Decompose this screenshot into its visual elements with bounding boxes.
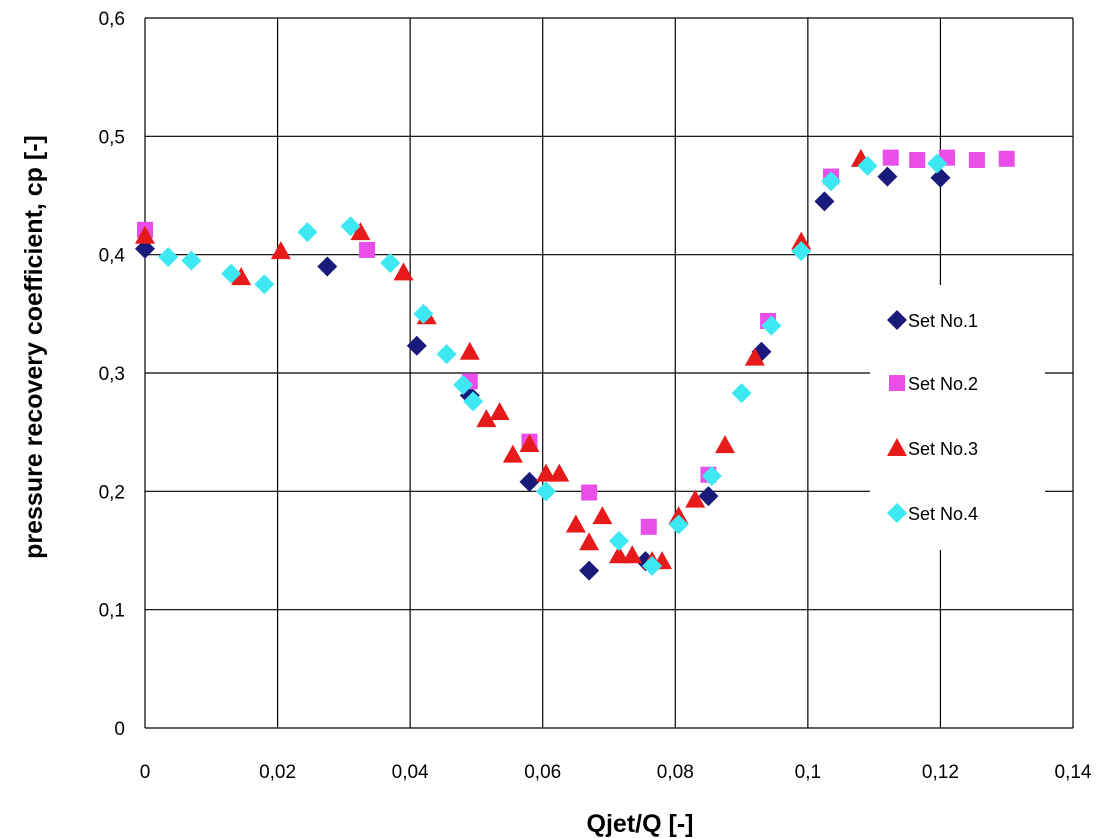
y-tick-label: 0,5 [99, 127, 125, 148]
data-point [406, 335, 427, 356]
legend: Set No.1 Set No.2 Set No.3 Set No.4 [870, 285, 1045, 550]
data-point [135, 238, 155, 259]
data-point [221, 263, 242, 284]
data-point [998, 150, 1015, 167]
data-point [622, 545, 643, 564]
x-tick-label: 0,02 [259, 762, 296, 783]
data-point [393, 262, 414, 281]
x-tick-label: 0,08 [657, 762, 694, 783]
x-tick-label: 0,14 [1055, 762, 1092, 783]
data-point [744, 347, 765, 366]
data-point [413, 303, 434, 324]
x-tick-label: 0 [140, 762, 151, 783]
x-tick-label: 0,12 [922, 762, 959, 783]
data-point [231, 267, 252, 286]
data-point [502, 444, 523, 463]
data-point [359, 241, 376, 258]
legend-marker [889, 375, 905, 391]
data-point [476, 409, 497, 428]
data-point [927, 153, 948, 174]
data-point [877, 166, 898, 187]
data-point [489, 402, 510, 421]
data-point [715, 435, 735, 454]
data-point [731, 383, 752, 404]
data-point [297, 222, 318, 243]
data-points [135, 148, 1015, 581]
grid-lines [144, 17, 1074, 729]
data-point [135, 225, 155, 244]
data-point [608, 531, 629, 552]
legend-marker [887, 438, 907, 456]
data-point [536, 463, 557, 482]
data-point [685, 489, 706, 508]
data-point [549, 463, 570, 482]
data-point [968, 152, 985, 168]
tick-labels: 0 0,02 0,04 0,06 0,08 0,1 0,12 0,14 0 0,1 0,2 0,3 0,… [99, 9, 1092, 783]
data-point [565, 514, 586, 533]
y-tick-label: 0,1 [99, 601, 125, 622]
x-tick-label: 0,1 [795, 762, 821, 783]
data-point [536, 481, 557, 502]
data-point [453, 374, 474, 395]
y-tick-label: 0,2 [99, 482, 125, 503]
data-point [519, 471, 540, 492]
data-point [668, 514, 689, 535]
y-tick-label: 0,4 [99, 246, 126, 267]
legend-label: Set No.2 [908, 374, 978, 394]
data-point [463, 391, 484, 412]
data-point [814, 191, 835, 212]
y-tick-label: 0,3 [99, 364, 125, 385]
data-point [791, 241, 812, 262]
data-point [592, 506, 613, 525]
data-point [791, 231, 812, 250]
series-4 [158, 153, 948, 576]
data-point [642, 555, 663, 576]
x-tick-label: 0,06 [524, 762, 561, 783]
series-3 [135, 148, 871, 570]
data-point [254, 274, 275, 295]
data-point [698, 486, 719, 507]
legend-marker [887, 503, 907, 523]
data-point [350, 222, 371, 241]
data-point [581, 484, 598, 501]
data-point [317, 256, 338, 277]
legend-label: Set No.3 [908, 439, 978, 459]
data-point [909, 152, 926, 168]
x-tick-label: 0,04 [392, 762, 429, 783]
y-tick-label: 0,6 [99, 9, 125, 30]
data-point [270, 241, 291, 260]
data-point [519, 434, 540, 452]
data-point [857, 155, 878, 176]
data-point [579, 560, 600, 581]
legend-label: Set No.4 [908, 504, 978, 524]
x-axis-title: Qjet/Q [-] [587, 810, 694, 838]
data-point [821, 171, 842, 192]
y-tick-label: 0 [114, 719, 125, 740]
data-point [640, 518, 657, 535]
data-point [930, 167, 951, 188]
data-point [579, 532, 600, 551]
data-point [340, 216, 361, 237]
data-point [608, 545, 629, 564]
data-point [459, 341, 480, 360]
data-point [380, 252, 401, 273]
data-point [882, 149, 899, 166]
data-point [158, 247, 179, 268]
series-1 [135, 166, 951, 581]
data-point [181, 250, 202, 271]
data-point [701, 465, 722, 486]
data-point [761, 315, 782, 336]
legend-label: Set No.1 [908, 311, 978, 331]
y-axis-title: pressure recovery coefficient, cp [-] [20, 135, 48, 559]
data-point [436, 344, 457, 365]
legend-marker [887, 310, 907, 330]
